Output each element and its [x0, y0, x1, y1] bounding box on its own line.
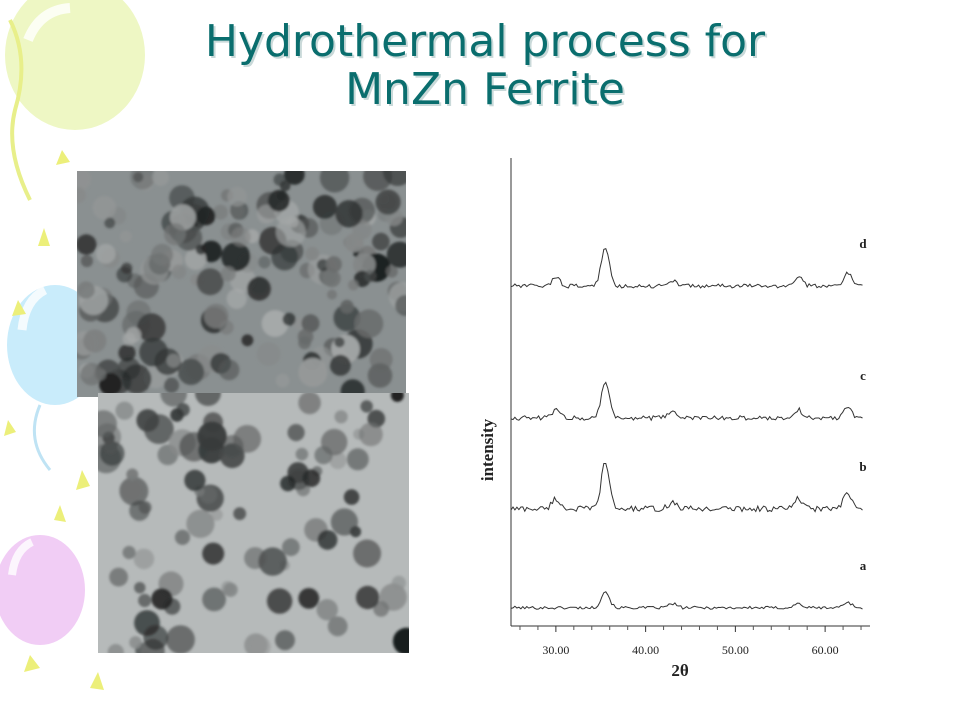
series-line-a — [510, 591, 863, 610]
y-axis-label: intensity — [478, 418, 497, 481]
series-label-b: b — [859, 459, 866, 474]
balloon-purple-icon — [0, 535, 85, 645]
confetti-icon — [4, 150, 104, 690]
x-tick-label: 50.00 — [722, 643, 749, 657]
series-line-c — [510, 381, 863, 422]
series-line-d — [510, 247, 863, 289]
series-line-b — [510, 463, 863, 513]
x-tick-label: 40.00 — [632, 643, 659, 657]
tem-micrograph-bottom — [98, 393, 409, 653]
series-label-c: c — [860, 368, 866, 383]
slide-title-line-2: MnZn Ferrite — [345, 64, 625, 115]
x-axis-label: 2θ — [671, 661, 689, 680]
series-label-d: d — [859, 236, 867, 251]
balloon-yellow-icon — [5, 0, 145, 201]
series-label-a: a — [860, 558, 867, 573]
tem-micrograph-top — [77, 171, 406, 397]
x-tick-label: 30.00 — [542, 643, 569, 657]
slide-title-line-1: Hydrothermal process for — [204, 16, 766, 67]
x-tick-label: 60.00 — [812, 643, 839, 657]
slide-title: Hydrothermal process for MnZn Ferrite — [100, 18, 870, 114]
xrd-chart: 30.00 40.00 50.00 60.00 a b c d intensity 2θ — [478, 158, 870, 680]
